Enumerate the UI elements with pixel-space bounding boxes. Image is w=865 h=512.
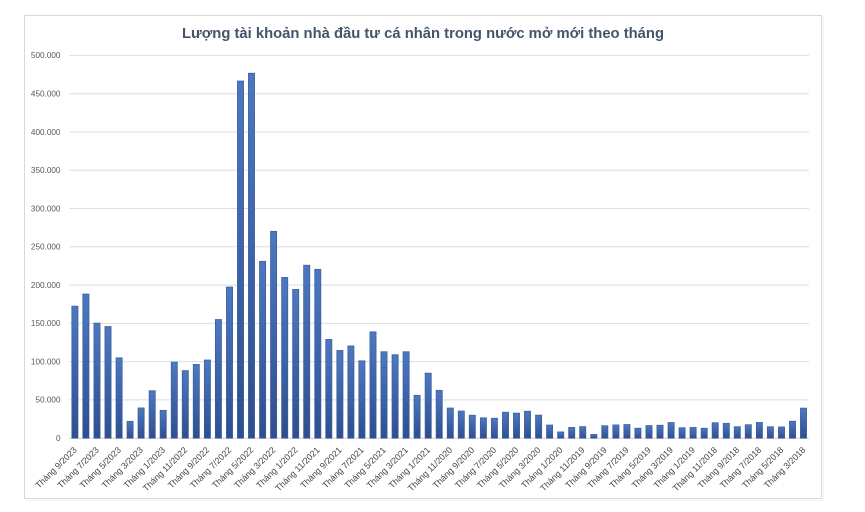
svg-text:200.000: 200.000 bbox=[31, 281, 61, 290]
svg-text:500.000: 500.000 bbox=[31, 51, 61, 60]
svg-text:450.000: 450.000 bbox=[31, 90, 61, 99]
svg-text:50.000: 50.000 bbox=[35, 396, 60, 405]
svg-text:100.000: 100.000 bbox=[31, 357, 61, 366]
svg-text:250.000: 250.000 bbox=[31, 243, 61, 252]
svg-text:300.000: 300.000 bbox=[31, 204, 61, 213]
svg-text:400.000: 400.000 bbox=[31, 128, 61, 137]
svg-text:0: 0 bbox=[56, 434, 61, 443]
svg-text:150.000: 150.000 bbox=[31, 319, 61, 328]
svg-text:350.000: 350.000 bbox=[31, 166, 61, 175]
svg-text:Lượng tài khoản nhà đầu tư cá: Lượng tài khoản nhà đầu tư cá nhân trong… bbox=[182, 26, 664, 42]
